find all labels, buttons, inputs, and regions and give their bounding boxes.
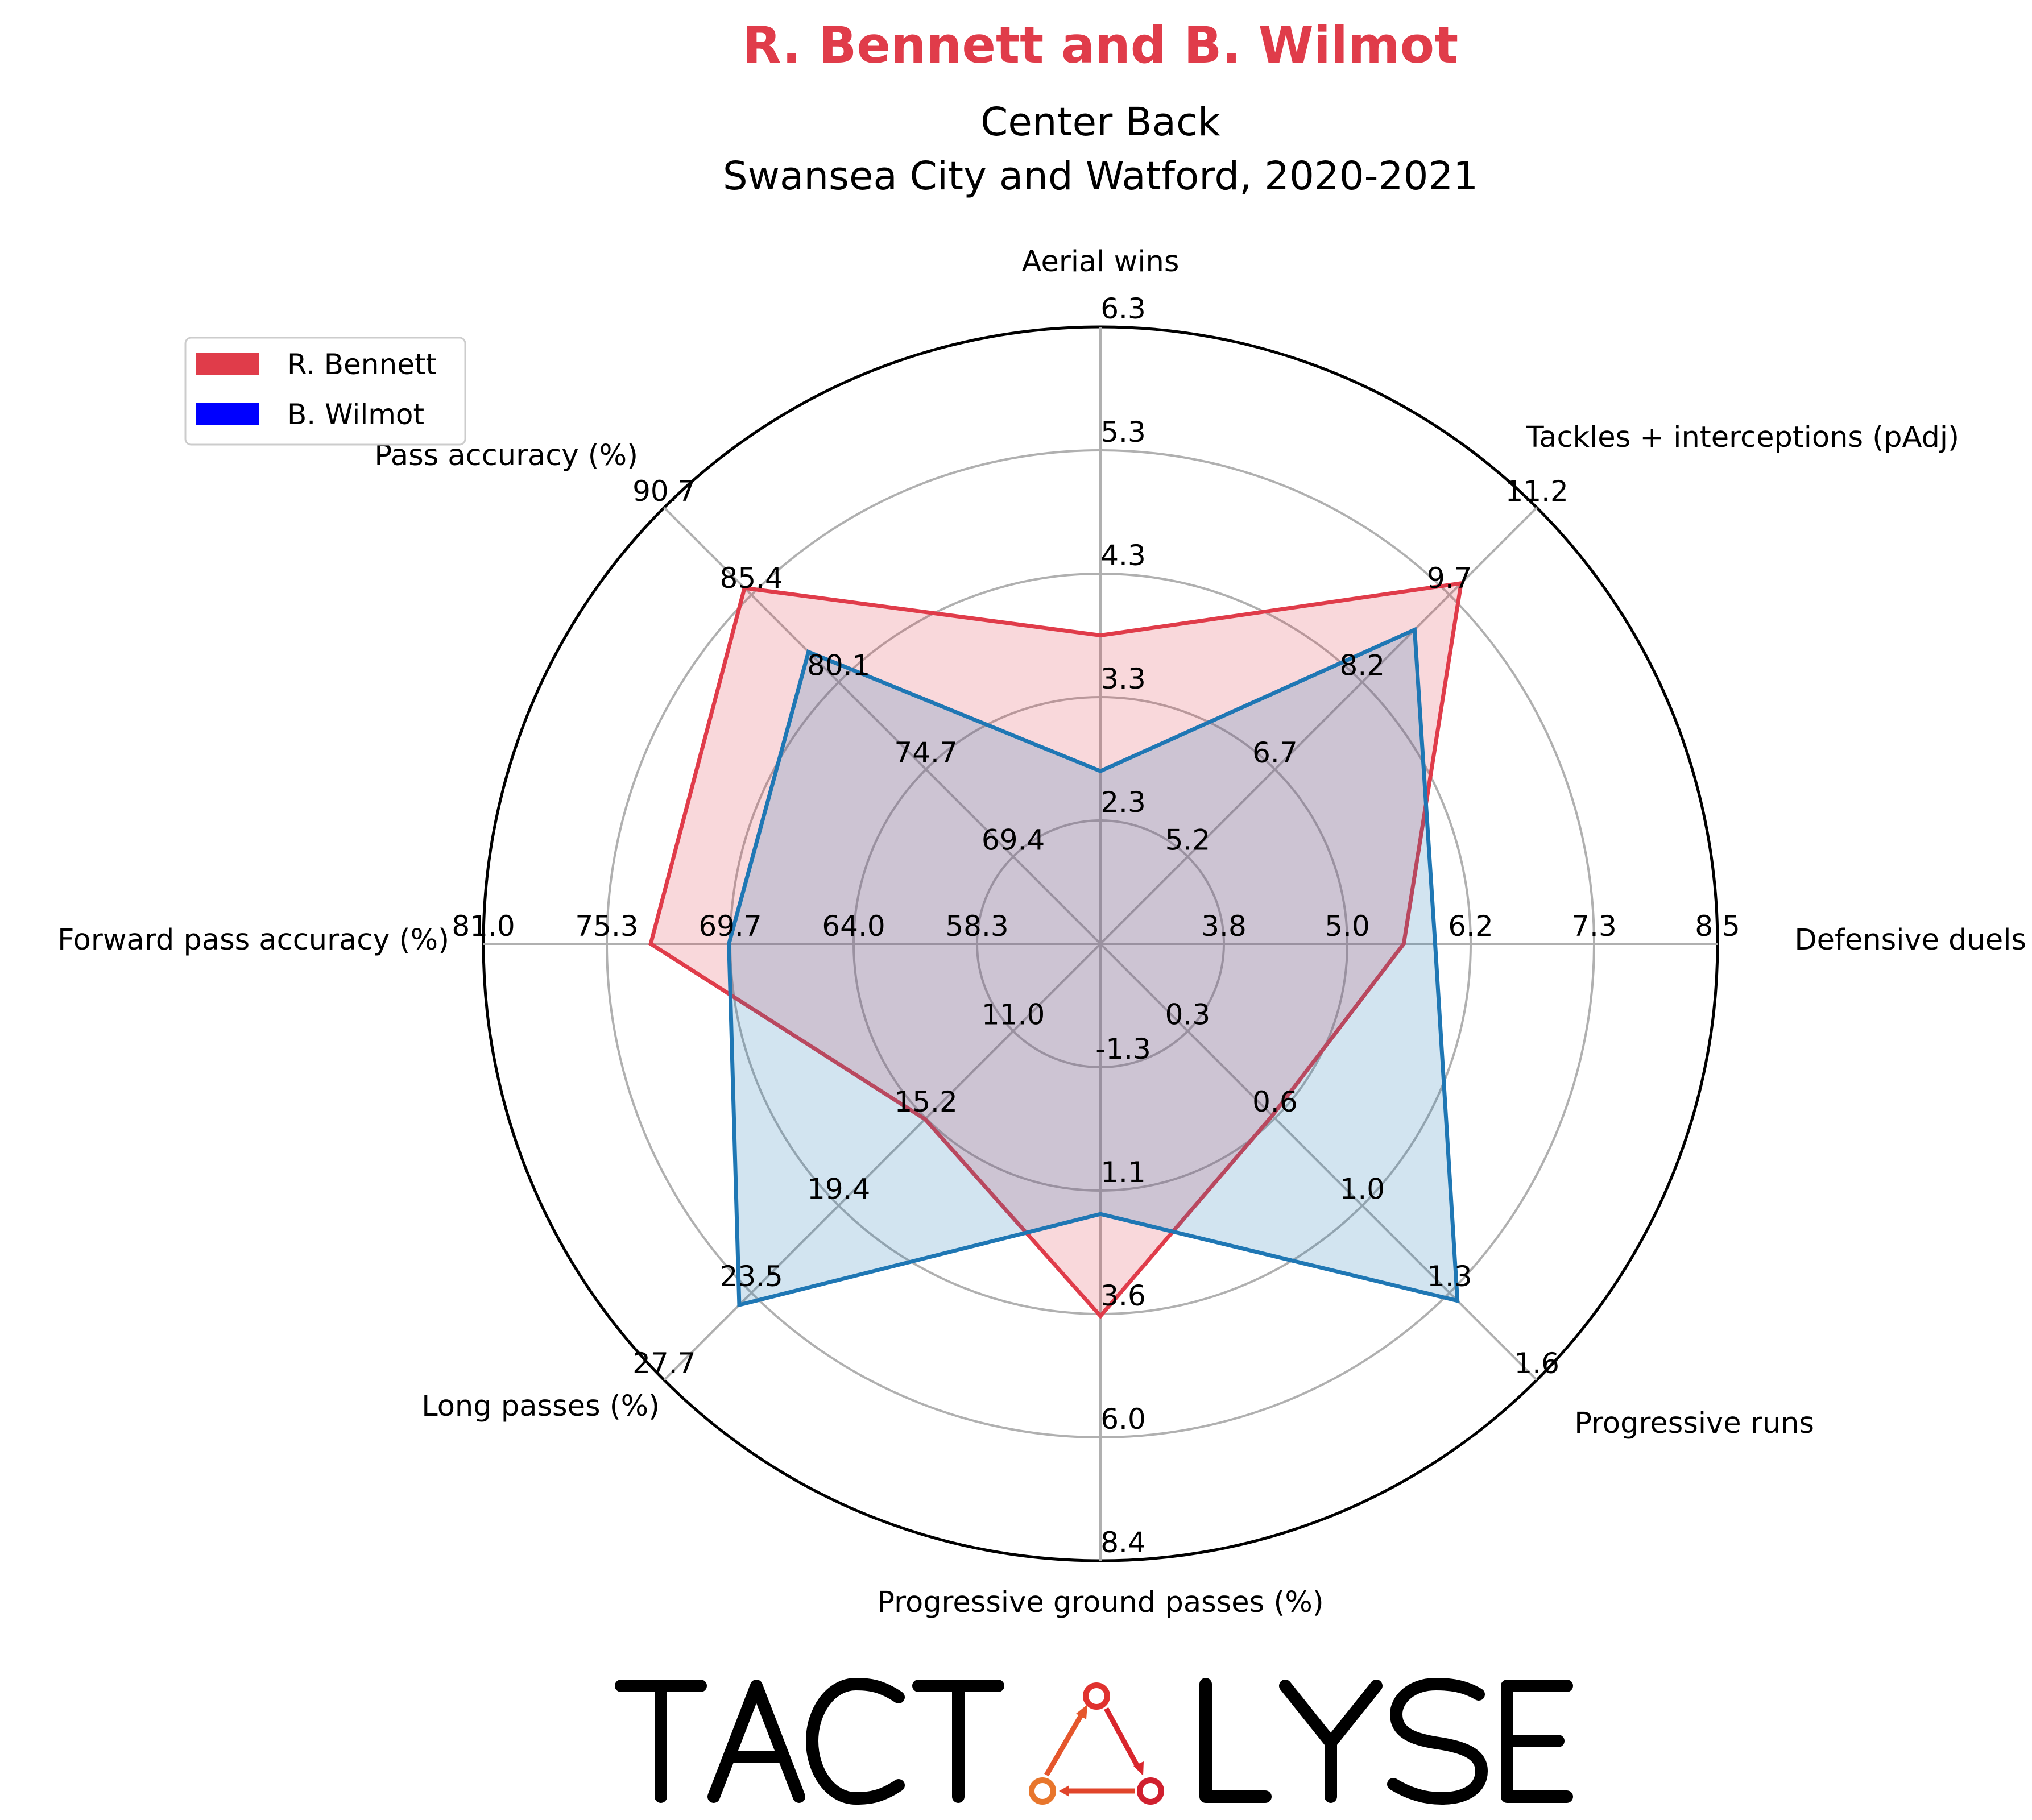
tick-label: 0.6 (1252, 1085, 1298, 1118)
tick-label: 3.6 (1100, 1279, 1146, 1312)
chart-title: R. Bennett and B. Wilmot (743, 16, 1458, 74)
tick-label: 11.0 (982, 998, 1045, 1031)
tick-label: 8.5 (1695, 910, 1740, 943)
tick-label: 1.3 (1427, 1260, 1472, 1293)
radar-spoke (1099, 507, 1538, 945)
legend-label-b-wilmot: B. Wilmot (287, 398, 424, 431)
logo-network-icon (1029, 1682, 1164, 1805)
logo-letter-a (707, 1680, 805, 1803)
tick-label: -1.3 (1095, 1033, 1151, 1066)
tick-label: 4.3 (1100, 539, 1146, 572)
tick-label: 90.7 (632, 475, 696, 508)
axis-label: Aerial wins (1022, 245, 1180, 279)
tick-label: 6.3 (1100, 292, 1146, 325)
tick-label: 6.2 (1448, 910, 1493, 943)
tick-label: 11.2 (1505, 475, 1569, 508)
logo-letter-l (1199, 1678, 1272, 1803)
tick-label: 58.3 (945, 910, 1008, 943)
tick-label: 23.5 (720, 1260, 783, 1293)
axis-label: Tackles + interceptions (pAdj) (1526, 421, 1960, 454)
chart-subtitle-teams: Swansea City and Watford, 2020-2021 (723, 154, 1478, 199)
tick-label: 9.7 (1427, 562, 1472, 595)
radar-spoke (663, 507, 1102, 945)
radar-series (648, 581, 1464, 1319)
tick-label: 0.3 (1165, 998, 1211, 1031)
tick-label: 2.3 (1100, 786, 1146, 819)
axis-label: Progressive runs (1574, 1407, 1814, 1440)
tick-label: 19.4 (807, 1172, 870, 1205)
logo-letter-c (806, 1678, 905, 1805)
logo-letter-t1 (615, 1680, 707, 1803)
tick-label: 69.4 (982, 824, 1045, 857)
logo-letter-e (1501, 1680, 1573, 1803)
tactalyse-logo (615, 1678, 1573, 1805)
tick-label: 81.0 (452, 910, 515, 943)
radar-spoke (663, 943, 1102, 1381)
tick-label: 5.3 (1100, 416, 1146, 449)
axis-label: Forward pass accuracy (%) (57, 923, 449, 957)
tick-label: 15.2 (894, 1085, 957, 1118)
tick-label: 6.7 (1252, 736, 1298, 769)
axis-label: Progressive ground passes (%) (877, 1586, 1323, 1619)
logo-letter-y (1279, 1680, 1383, 1803)
logo-letter-s (1387, 1678, 1488, 1805)
legend-swatch-r-bennett (196, 353, 259, 375)
tick-label: 69.7 (698, 910, 762, 943)
tick-label: 27.7 (632, 1347, 696, 1380)
axis-label: Defensive duels (1794, 923, 2026, 957)
radar-spoke (1099, 943, 1538, 1381)
radar-grid (482, 325, 1719, 1562)
tick-label: 7.3 (1571, 910, 1617, 943)
tick-label: 8.2 (1340, 649, 1385, 682)
tick-label: 5.2 (1165, 824, 1211, 857)
tick-label: 1.6 (1514, 1347, 1559, 1380)
series-polygon-r-bennett (648, 581, 1464, 1319)
tick-label: 75.3 (575, 910, 638, 943)
chart-subtitle-position: Center Back (980, 100, 1220, 145)
tick-label: 80.1 (807, 649, 870, 682)
legend-label-r-bennett: R. Bennett (287, 348, 437, 381)
tick-label: 5.0 (1325, 910, 1370, 943)
tick-label: 3.3 (1100, 662, 1146, 695)
tick-label: 1.1 (1100, 1156, 1146, 1189)
tick-label: 85.4 (720, 562, 783, 595)
radar-tick-labels: 2.3 3.3 4.3 5.3 6.3 5.2 6.7 8.2 9.7 11.2 3.8 5.0 6.2… (452, 292, 1740, 1559)
tick-label: 8.4 (1100, 1526, 1146, 1559)
tick-label: 1.0 (1340, 1172, 1385, 1205)
tick-label: 64.0 (822, 910, 885, 943)
radar-axis-labels: Aerial wins Tackles + interceptions (pAdj… (57, 245, 2026, 1619)
tick-label: 3.8 (1201, 910, 1247, 943)
axis-label: Long passes (%) (421, 1390, 660, 1423)
legend: R. Bennett B. Wilmot (184, 337, 466, 446)
logo-letter-t2 (912, 1680, 1004, 1803)
tick-label: 74.7 (894, 736, 957, 769)
tick-label: 6.0 (1100, 1403, 1146, 1436)
series-polygon-b-wilmot (727, 627, 1460, 1308)
legend-swatch-b-wilmot (196, 403, 259, 425)
